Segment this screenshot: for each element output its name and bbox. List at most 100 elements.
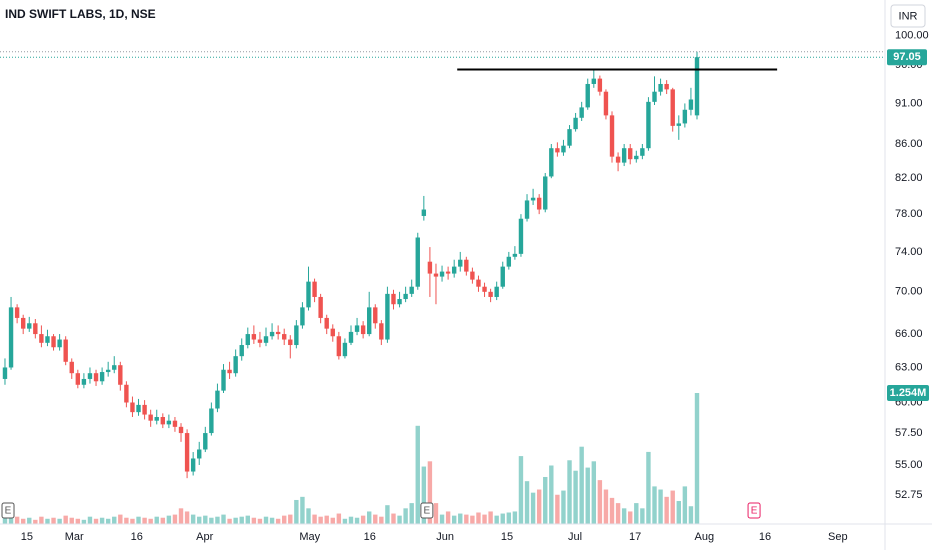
x-tick-label: 17: [629, 531, 641, 543]
candle-body: [99, 372, 105, 382]
candle-body: [609, 115, 615, 157]
chart-title: IND SWIFT LABS, 1D, NSE: [5, 7, 156, 21]
volume-bar: [536, 489, 542, 524]
candle-body: [184, 433, 190, 472]
event-label: E: [424, 506, 431, 517]
volume-bar: [403, 508, 408, 524]
volume-bar: [518, 456, 524, 524]
candle-body: [621, 148, 627, 163]
volume-bar: [397, 515, 402, 524]
candle-body: [591, 78, 597, 84]
candle-body: [524, 200, 530, 219]
volume-bar: [379, 516, 384, 524]
candle-body: [251, 334, 257, 340]
candle-body: [397, 299, 402, 305]
volume-bar: [458, 513, 463, 524]
volume-bar: [215, 516, 220, 524]
candle-body: [367, 307, 372, 335]
candle-body: [269, 331, 275, 337]
candle-body: [81, 378, 87, 385]
volume-bar: [494, 515, 499, 524]
price-axis: [885, 0, 932, 550]
candle-body: [360, 325, 366, 335]
candle-body: [142, 404, 147, 415]
candle-body: [500, 266, 505, 287]
candle-body: [451, 266, 457, 274]
volume-bar: [506, 512, 512, 524]
candle-body: [75, 373, 81, 385]
last-volume-label: 1.254M: [890, 387, 927, 399]
volume-bar: [221, 514, 226, 524]
y-tick-label: 63.00: [895, 361, 923, 373]
candle-body: [543, 176, 548, 210]
candle-body: [57, 339, 62, 348]
x-tick-label: Mar: [65, 531, 84, 543]
x-tick-label: Jul: [568, 531, 582, 543]
candle-body: [154, 417, 159, 421]
candle-body: [118, 365, 123, 385]
candle-body: [458, 259, 463, 267]
candle-body: [682, 109, 688, 124]
volume-bar: [160, 517, 166, 524]
y-tick-label: 74.00: [895, 246, 923, 258]
volume-bar: [561, 490, 566, 524]
candle-body: [688, 99, 694, 110]
candle-body: [190, 458, 196, 472]
candle-body: [573, 117, 578, 130]
candle-body: [20, 317, 26, 329]
currency-button[interactable]: [890, 4, 926, 28]
candle-body: [33, 323, 38, 335]
candle-body: [530, 197, 536, 201]
y-tick-label: 86.00: [895, 138, 923, 150]
volume-bar: [676, 501, 681, 524]
volume-bar: [555, 494, 560, 524]
event-marker: [1, 502, 15, 519]
time-axis: [0, 524, 885, 550]
candle-body: [239, 345, 244, 357]
candle-body: [597, 78, 603, 92]
volume-bar: [421, 466, 427, 524]
candle-body: [130, 402, 135, 413]
volume-bar: [112, 516, 117, 524]
candle-body: [445, 271, 451, 274]
candle-body: [136, 404, 141, 413]
candle-body: [318, 296, 323, 318]
volume-bar: [524, 481, 530, 524]
candle-body: [324, 317, 329, 329]
candle-body: [628, 148, 633, 160]
candle-body: [379, 323, 384, 340]
volume-bar: [391, 513, 396, 524]
candle-body: [421, 209, 427, 216]
volume-bar: [415, 425, 420, 524]
volume-bar: [530, 492, 536, 524]
volume-bar: [621, 508, 627, 524]
volume-bar: [682, 486, 688, 524]
volume-bar: [105, 518, 111, 524]
y-tick-label: 82.00: [895, 172, 923, 184]
volume-bar: [549, 465, 554, 524]
candle-body: [2, 367, 8, 379]
currency-label[interactable]: INR: [899, 10, 918, 22]
x-tick-label: Sep: [828, 531, 848, 543]
x-tick-label: 16: [364, 531, 376, 543]
volume-bar: [342, 518, 348, 524]
y-tick-label: 52.75: [895, 489, 923, 501]
candle-body: [464, 259, 469, 272]
candle-body: [518, 218, 524, 254]
volume-bar: [172, 514, 178, 524]
candle-body: [676, 123, 681, 126]
candle-body: [172, 420, 178, 427]
candle-body: [439, 271, 445, 277]
volume-bar: [257, 518, 263, 524]
candle-body: [561, 145, 566, 153]
volume-bar: [63, 515, 68, 524]
volume-bar: [227, 518, 232, 524]
volume-bar: [670, 490, 675, 524]
volume-bar: [130, 518, 135, 524]
candle-body: [579, 107, 584, 118]
volume-bar: [288, 514, 293, 524]
candle-body: [300, 307, 305, 326]
candle-body: [373, 307, 378, 324]
axes-layer: 52.7555.0057.5060.0063.0066.0070.0074.00…: [21, 30, 929, 543]
